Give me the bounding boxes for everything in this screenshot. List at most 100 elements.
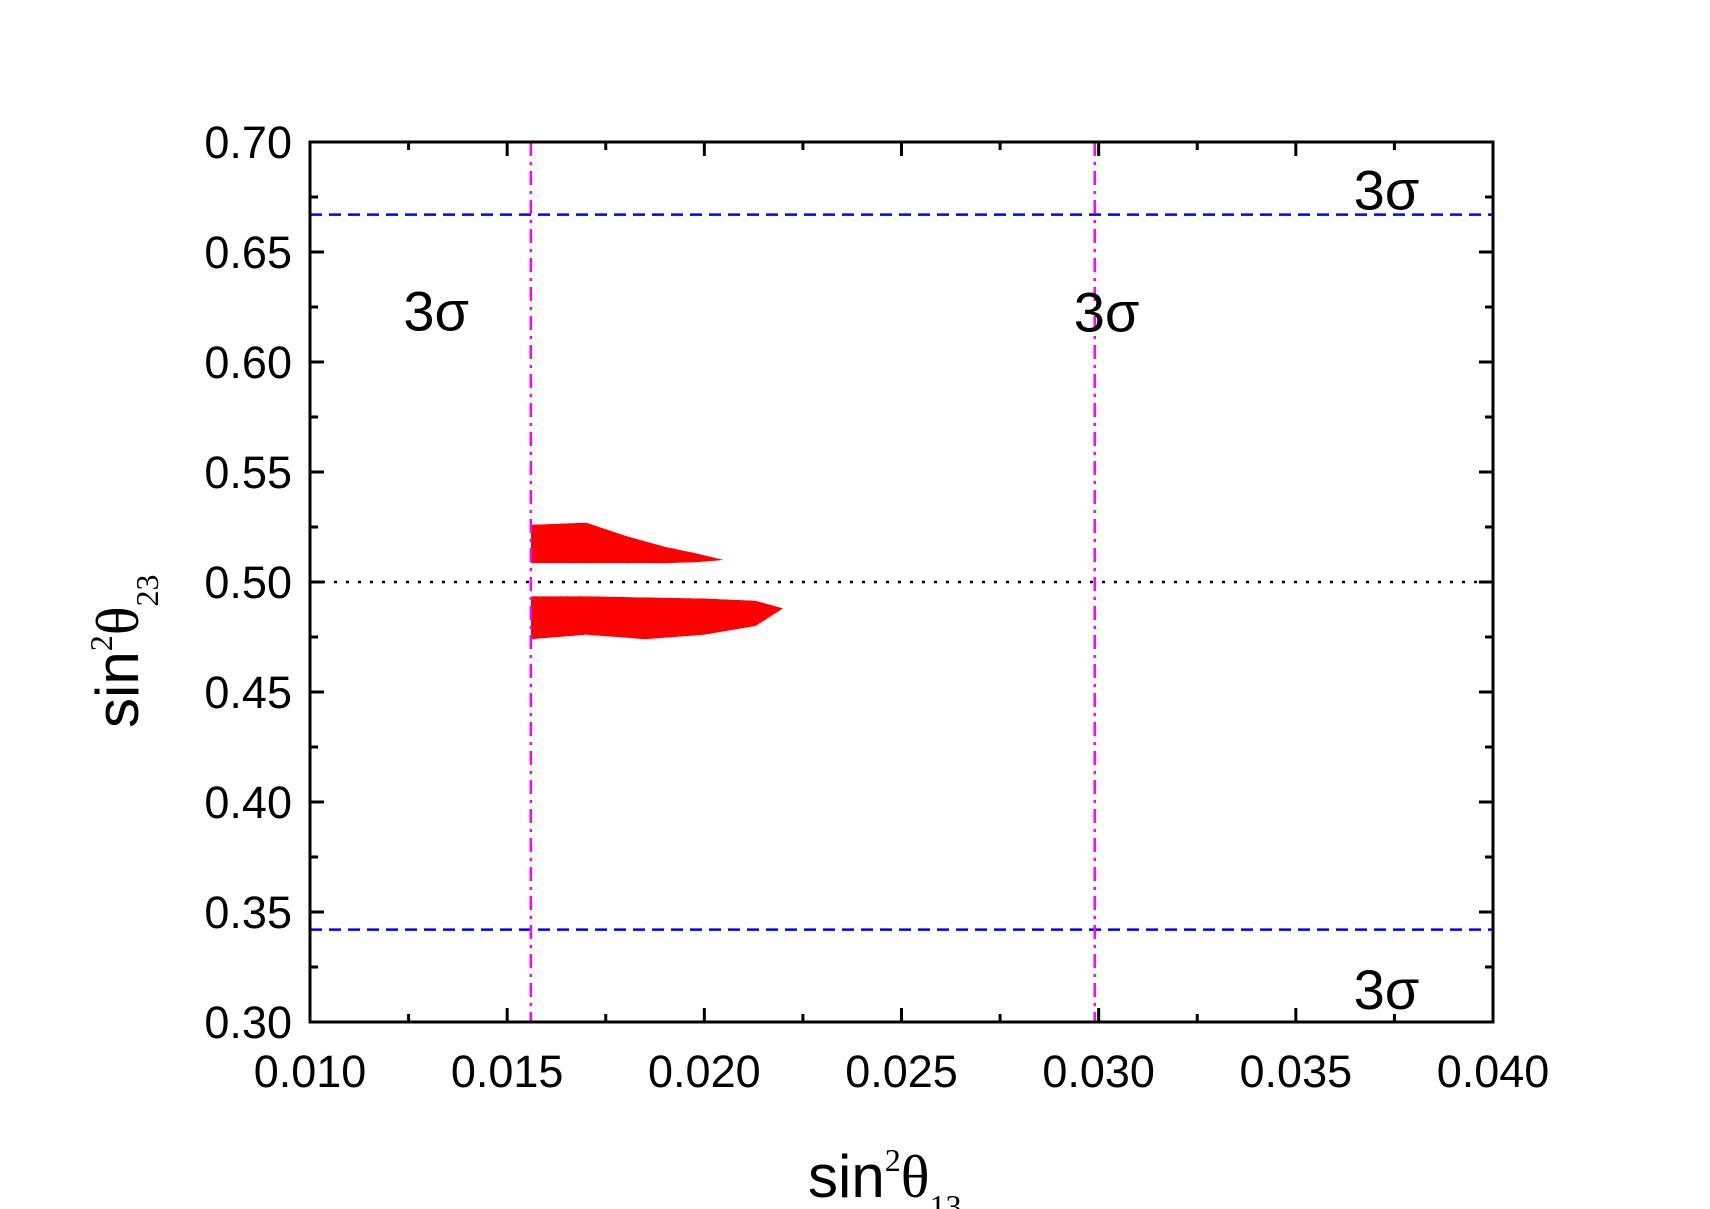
scatter-point [571, 538, 574, 540]
scatter-point [718, 529, 721, 532]
scatter-point [589, 564, 592, 566]
scatter-point [785, 612, 787, 614]
scatter-point [655, 612, 657, 615]
scatter-point [564, 551, 567, 554]
scatter-point [648, 546, 651, 548]
scatter-point [565, 623, 568, 625]
scatter-point [707, 625, 709, 627]
scatter-point [677, 613, 680, 615]
scatter-point [775, 629, 777, 631]
scatter-point [772, 634, 774, 637]
scatter-point [608, 601, 610, 603]
scatter-point [577, 613, 579, 616]
y-tick-label: 0.55 [204, 447, 292, 498]
scatter-point [769, 610, 772, 612]
scatter-point [708, 520, 710, 522]
scatter-point [538, 618, 540, 621]
axis-ticks [308, 140, 1495, 1024]
scatter-point [705, 553, 708, 556]
scatter-point [725, 607, 728, 610]
scatter-point [786, 609, 788, 611]
scatter-point [655, 538, 658, 540]
scatter-point [684, 521, 686, 523]
scatter-point [648, 559, 651, 562]
scatter-point [588, 633, 591, 635]
scatter-point [565, 550, 567, 553]
scatter-point [722, 594, 725, 597]
scatter-point [687, 555, 690, 558]
scatter-point [674, 558, 677, 561]
scatter-point [627, 562, 629, 564]
scatter-point [666, 531, 669, 533]
scatter-point [548, 607, 551, 610]
scatter-point [772, 631, 774, 634]
scatter-point [718, 610, 720, 612]
scatter-point [685, 552, 687, 554]
scatter-point [683, 593, 685, 596]
scatter-point [717, 553, 719, 555]
scatter-point [554, 624, 557, 626]
scatter-point [588, 558, 590, 560]
scatter-point [656, 599, 658, 602]
scatter-point [592, 520, 594, 522]
scatter-point [696, 594, 698, 596]
scatter-point [533, 524, 536, 527]
scatter-point [630, 551, 633, 554]
scatter-point [601, 564, 603, 567]
scatter-point [699, 595, 701, 598]
scatter-point [618, 538, 620, 541]
x-axis-title: sin2θ13 [808, 1142, 961, 1209]
scatter-point [703, 605, 705, 607]
plot-frame [308, 140, 1495, 1024]
scatter-point [634, 522, 636, 523]
scatter-point [543, 530, 545, 532]
scatter-point [536, 623, 538, 625]
scatter-point [726, 549, 728, 551]
scatter-point [620, 615, 623, 617]
scatter-point [692, 540, 694, 542]
scatter-point [607, 631, 610, 633]
scatter-point [664, 542, 667, 544]
scatter-point [666, 626, 668, 628]
scatter-point [704, 605, 706, 608]
scatter-point [661, 562, 664, 565]
scatter-point [653, 538, 655, 540]
sigma-annotation: 3σ [1354, 158, 1420, 221]
x-axis-title-prefix: sin [808, 1143, 885, 1209]
scatter-point [533, 549, 536, 552]
scatter-point [635, 603, 638, 605]
scatter-point [587, 532, 590, 535]
scatter-point [642, 610, 644, 613]
scatter-point [636, 638, 639, 640]
scatter-point [705, 619, 708, 621]
scatter-point [707, 537, 709, 539]
scatter-point [709, 609, 712, 611]
scatter-point [706, 596, 709, 599]
scatter-point [694, 527, 696, 530]
scatter-point [599, 537, 601, 540]
scatter-point [611, 605, 614, 607]
scatter-point [552, 611, 555, 614]
scatter-point [540, 631, 542, 634]
y-tick-label: 0.35 [204, 887, 292, 938]
scatter-point [663, 559, 665, 562]
scatter-point [615, 549, 617, 551]
scatter-point [610, 563, 612, 565]
scatter-point [671, 635, 673, 637]
scatter-point [615, 539, 617, 542]
scatter-point [664, 559, 667, 562]
scatter-point [576, 602, 579, 604]
scatter-point [765, 632, 768, 635]
scatter-point [658, 548, 660, 551]
scatter-point [545, 556, 548, 558]
scatter-point [727, 610, 730, 613]
scatter-point [625, 528, 627, 531]
scatter-point [557, 551, 560, 553]
scatter-point [614, 595, 616, 598]
scatter-point [539, 565, 542, 568]
scatter-point [546, 640, 548, 642]
scatter-point [549, 561, 552, 563]
scatter-point [717, 555, 720, 557]
scatter-point [565, 533, 567, 536]
